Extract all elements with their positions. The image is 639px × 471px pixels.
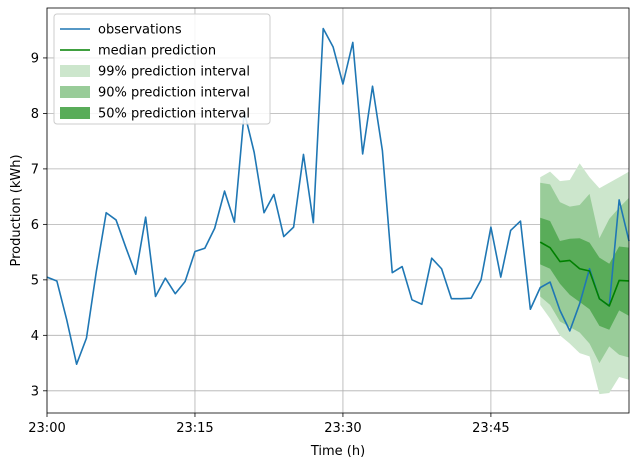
x-axis-label: Time (h) — [310, 444, 365, 459]
x-tick-label: 23:45 — [472, 421, 509, 436]
legend: observations median prediction 99% predict… — [53, 13, 271, 125]
legend-patch-swatch — [60, 65, 90, 77]
median-prediction-line — [539, 241, 630, 307]
y-tick-label: 4 — [31, 329, 39, 344]
y-tick-label: 8 — [31, 107, 39, 122]
prediction-intervals — [540, 163, 629, 395]
legend-patch-swatch — [60, 86, 90, 98]
series-lines — [46, 27, 630, 365]
y-axis-label: Production (kWh) — [9, 154, 24, 266]
x-tick-label: 23:00 — [28, 421, 65, 436]
y-tick-label: 5 — [31, 273, 39, 288]
y-tick-label: 6 — [31, 218, 39, 233]
x-tick-label: 23:15 — [176, 421, 213, 436]
interval-band — [540, 217, 629, 330]
y-tick-label: 9 — [31, 51, 39, 66]
legend-box — [53, 13, 271, 125]
observations-line — [46, 27, 630, 365]
legend-entry-label: 50% prediction interval — [98, 107, 250, 122]
y-tick-label: 7 — [31, 162, 39, 177]
legend-entry-label: median prediction — [98, 44, 216, 59]
legend-entry-label: 90% prediction interval — [98, 86, 250, 101]
y-tick-label: 3 — [31, 384, 39, 399]
x-tick-label: 23:30 — [324, 421, 361, 436]
axes: 3 4 5 6 7 8 9 23:00 23:15 23:30 23:45 — [28, 51, 509, 436]
legend-entry-label: observations — [98, 23, 182, 38]
legend-patch-swatch — [60, 107, 90, 119]
plot-frame — [46, 7, 630, 414]
legend-entry-label: 99% prediction interval — [98, 65, 250, 80]
